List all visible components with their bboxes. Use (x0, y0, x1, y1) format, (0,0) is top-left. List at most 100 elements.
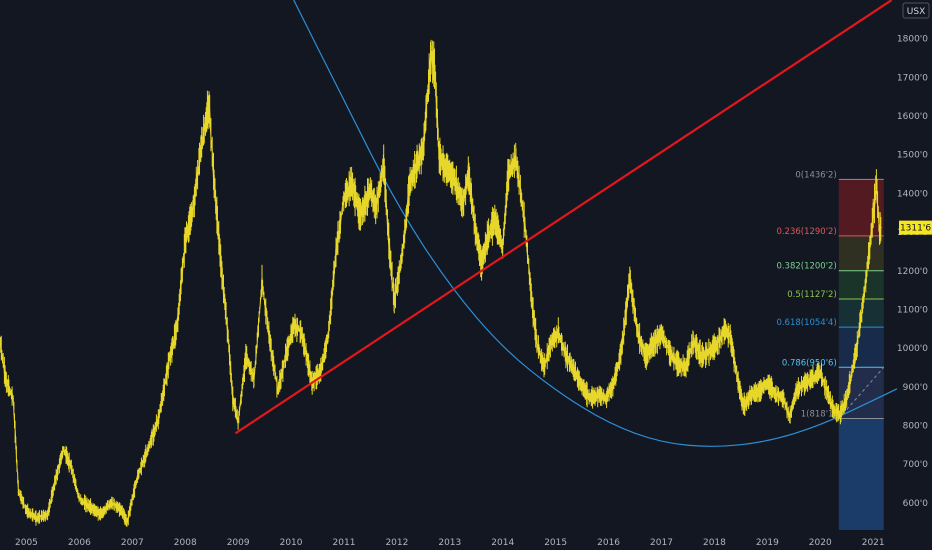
price-point-64 (487, 235, 489, 237)
price-point-78 (589, 397, 591, 400)
price-point-49 (393, 301, 395, 303)
y-tick-label-5: 1100'0 (897, 305, 928, 315)
price-point-63 (480, 262, 483, 264)
price-point-68 (515, 158, 517, 160)
price-point-54 (425, 111, 427, 113)
fib-level-label-0: 0(1436'2) (795, 170, 836, 180)
price-point-106 (803, 382, 805, 384)
price-point-118 (875, 181, 877, 183)
y-tick-label-11: 1700'0 (897, 73, 928, 83)
price-point-3 (17, 490, 20, 492)
price-point-94 (716, 343, 718, 345)
price-point-36 (293, 324, 295, 326)
price-point-109 (826, 390, 828, 392)
price-point-20 (176, 324, 178, 326)
price-point-55 (430, 53, 432, 55)
price-point-99 (750, 393, 753, 396)
price-point-69 (524, 223, 526, 225)
x-tick-label-10: 2015 (544, 538, 567, 548)
x-tick-label-3: 2008 (174, 538, 197, 548)
x-tick-label-9: 2014 (491, 538, 514, 548)
price-point-40 (327, 335, 329, 338)
price-point-104 (788, 417, 791, 419)
y-tick-label-2: 800'0 (903, 422, 929, 432)
price-point-76 (573, 370, 575, 372)
last-price-text: 1311'6 (900, 224, 931, 234)
price-point-88 (668, 351, 671, 353)
price-point-11 (89, 506, 91, 508)
price-point-71 (536, 343, 538, 345)
price-point-15 (126, 521, 128, 523)
price-point-120 (880, 227, 882, 229)
price-point-117 (872, 216, 874, 218)
price-point-85 (645, 355, 647, 357)
price-point-67 (507, 173, 509, 175)
price-point-112 (846, 397, 848, 400)
price-point-5 (36, 517, 38, 519)
price-point-70 (531, 301, 533, 303)
price-series (0, 39, 882, 527)
trendline[interactable] (234, 0, 893, 435)
price-point-52 (417, 161, 419, 164)
fib-level-label-4: 0.618(1054'4) (776, 318, 836, 328)
price-point-114 (856, 343, 858, 345)
price-point-119 (878, 231, 881, 233)
price-point-107 (811, 378, 813, 380)
price-point-96 (729, 335, 731, 338)
price-point-16 (136, 475, 139, 477)
price-point-47 (383, 165, 385, 167)
price-point-73 (549, 343, 551, 345)
price-point-45 (369, 188, 372, 191)
price-point-41 (335, 250, 337, 253)
fib-trend-guide (838, 366, 885, 419)
y-axis: 600'0 700'0 800'0 900'0 1000'0 1100'0 1200'0 13… (897, 35, 928, 509)
price-point-102 (774, 393, 776, 396)
price-point-101 (766, 382, 768, 384)
price-point-84 (637, 332, 639, 334)
price-point-92 (700, 355, 702, 357)
x-tick-label-13: 2018 (703, 538, 726, 548)
fibonacci-retracement[interactable]: 0(1436'2) 0.236(1290'2) 0.382(1200'2) 0.5(1… (776, 170, 885, 530)
arc-curve[interactable] (293, 0, 898, 447)
fib-level-label-1: 0.236(1290'2) (776, 227, 836, 237)
price-point-113 (851, 370, 853, 372)
price-point-8 (62, 448, 65, 450)
fib-zone-4 (838, 327, 884, 368)
price-point-58 (446, 169, 448, 171)
price-point-50 (401, 254, 403, 256)
x-tick-label-12: 2017 (650, 538, 673, 548)
price-point-93 (708, 351, 710, 353)
price-point-46 (375, 208, 377, 210)
price-point-10 (78, 498, 80, 500)
price-point-98 (742, 405, 745, 407)
price-point-22 (192, 208, 194, 210)
fib-level-label-5: 0.786(950'6) (782, 358, 837, 368)
price-point-25 (213, 185, 215, 187)
x-tick-label-4: 2009 (227, 538, 250, 548)
price-point-13 (110, 502, 112, 504)
y-tick-label-4: 1000'0 (897, 344, 928, 354)
price-point-31 (253, 378, 255, 380)
price-point-95 (724, 328, 726, 330)
x-tick-label-14: 2019 (756, 538, 779, 548)
x-tick-label-8: 2013 (438, 538, 461, 548)
x-tick-label-0: 2005 (15, 538, 38, 548)
price-point-4 (25, 510, 28, 512)
price-point-110 (832, 409, 835, 411)
price-point-53 (422, 146, 424, 148)
price-point-42 (343, 196, 345, 198)
price-point-105 (795, 390, 798, 392)
price-point-97 (737, 382, 739, 384)
x-tick-label-7: 2012 (385, 538, 408, 548)
fib-level-label-6: 1(818'1) (801, 410, 837, 420)
price-point-51 (409, 181, 411, 183)
price-point-44 (359, 216, 361, 218)
price-point-83 (629, 277, 631, 280)
arc-line (293, 0, 898, 447)
price-point-56 (434, 72, 436, 75)
price-point-100 (758, 390, 761, 392)
unit-label[interactable]: USX (902, 2, 930, 19)
price-point-37 (301, 332, 303, 334)
price-point-0 (0, 339, 1, 342)
